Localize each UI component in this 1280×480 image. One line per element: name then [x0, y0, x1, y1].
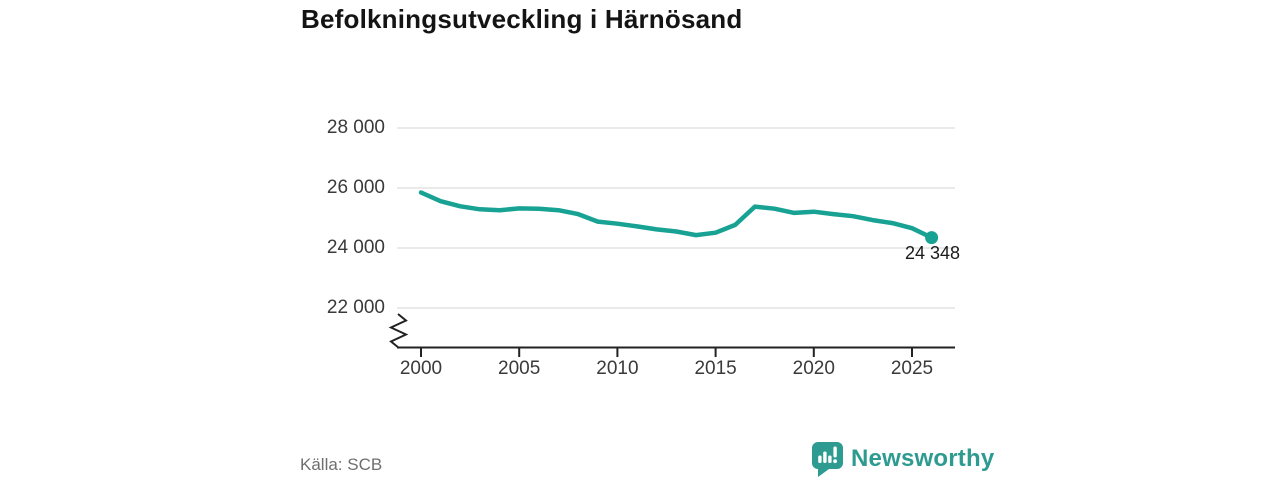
x-axis-tick-label: 2000 — [399, 358, 443, 379]
y-axis-tick-label: 26 000 — [326, 177, 385, 198]
gridlines — [397, 127, 955, 309]
x-axis-tick-label: 2025 — [890, 358, 934, 379]
latest-value-dot-marker — [925, 231, 939, 245]
latest-value-annotation: 24 348 — [904, 243, 960, 263]
newsworthy-wordmark: Newsworthy — [851, 445, 995, 472]
y-axis-tick-label: 28 000 — [326, 117, 385, 138]
x-axis-tick-label: 2015 — [694, 358, 737, 379]
newsworthy-logo: Newsworthy — [812, 442, 994, 478]
x-axis-tick-label: 2005 — [498, 358, 541, 379]
x-axis-tick-label: 2010 — [596, 358, 639, 379]
y-axis-tick-label: 24 000 — [326, 237, 385, 258]
x-axis-tick-label: 2020 — [792, 358, 835, 379]
population-line-series — [418, 190, 934, 240]
y-axis-tick-label: 22 000 — [326, 297, 385, 318]
newsworthy-speech-bubble-bar-chart-icon — [812, 442, 843, 477]
source-credit: Källa: SCB — [300, 455, 383, 474]
x-axis-ticks — [420, 348, 913, 357]
y-axis-break-squiggle-icon — [388, 313, 409, 349]
chart-title: Befolkningsutveckling i Härnösand — [301, 4, 743, 34]
